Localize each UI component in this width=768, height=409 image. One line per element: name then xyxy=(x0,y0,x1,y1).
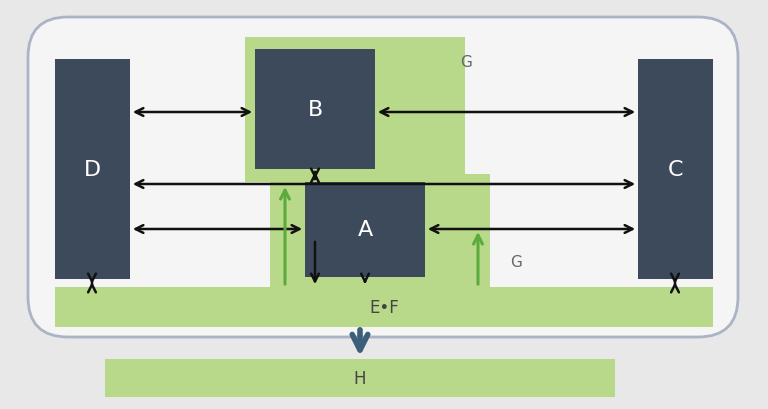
Bar xyxy=(255,50,375,170)
Text: C: C xyxy=(667,160,684,180)
Bar xyxy=(270,175,490,289)
Text: G: G xyxy=(510,254,522,270)
Text: G: G xyxy=(460,55,472,70)
Bar xyxy=(245,38,465,182)
Bar xyxy=(638,60,713,279)
Bar xyxy=(105,359,615,397)
Text: H: H xyxy=(354,369,366,387)
Text: E•F: E•F xyxy=(369,298,399,316)
Bar xyxy=(305,182,425,277)
Bar xyxy=(55,60,130,279)
Bar xyxy=(55,287,713,327)
Text: A: A xyxy=(357,220,372,240)
FancyBboxPatch shape xyxy=(28,18,738,337)
Text: D: D xyxy=(84,160,101,180)
Text: B: B xyxy=(307,100,323,120)
